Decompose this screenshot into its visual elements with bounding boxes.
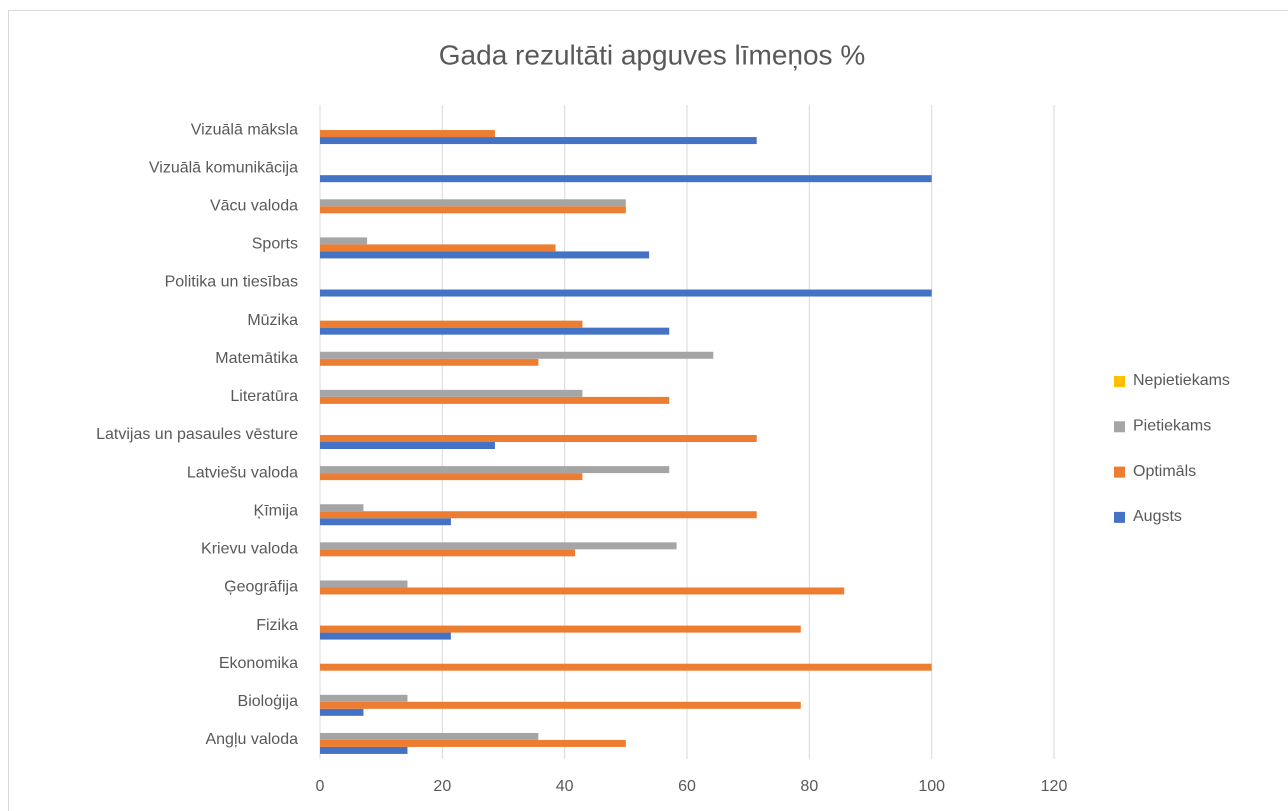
y-tick-label: Latviešu valoda (187, 464, 298, 481)
bar (320, 694, 408, 702)
bar (320, 289, 932, 297)
x-tick-label: 20 (433, 778, 451, 795)
x-tick-label: 120 (1041, 778, 1068, 795)
bar (320, 396, 670, 404)
bar (320, 435, 757, 442)
bar (320, 442, 495, 449)
y-tick-label: Vizuālā māksla (191, 121, 298, 138)
bar (320, 732, 539, 740)
bar (320, 549, 576, 557)
legend-swatch (1114, 466, 1125, 478)
bar (320, 511, 757, 519)
bar (320, 237, 368, 245)
bar (320, 518, 451, 526)
bar (320, 137, 757, 145)
legend-label: Optimāls (1133, 463, 1196, 480)
bar (320, 351, 714, 359)
bar (320, 632, 451, 640)
x-tick-label: 0 (316, 778, 325, 795)
legend-label: Augsts (1133, 508, 1182, 525)
bar (320, 175, 932, 183)
legend-swatch (1114, 511, 1125, 523)
bar (320, 746, 408, 754)
bar (320, 587, 845, 595)
y-tick-label: Bioloģija (238, 692, 299, 710)
bar (320, 701, 801, 709)
x-tick-label: 40 (556, 778, 574, 795)
y-tick-label: Vizuālā komunikācija (149, 159, 298, 176)
chart-title: Gada rezultāti apguves līmeņos % (439, 39, 865, 70)
bar (320, 663, 932, 671)
bar (320, 244, 556, 252)
y-tick-label: Ķīmija (254, 502, 299, 519)
bar (320, 466, 670, 474)
legend-swatch (1114, 421, 1125, 433)
bar (320, 358, 539, 366)
x-tick-label: 80 (800, 778, 818, 795)
legend-swatch (1114, 376, 1125, 387)
legend-label: Nepietiekams (1133, 372, 1230, 389)
y-tick-label: Matemātika (215, 350, 298, 367)
bar (320, 542, 677, 550)
y-tick-label: Literatūra (230, 388, 298, 405)
legend-label: Pietiekams (1133, 418, 1211, 435)
bar (320, 504, 364, 512)
bar (320, 473, 583, 481)
y-tick-label: Sports (252, 236, 298, 253)
y-tick-label: Angļu valoda (205, 731, 298, 748)
bar (320, 206, 626, 214)
bar (320, 130, 495, 138)
x-tick-label: 100 (918, 778, 945, 795)
bar (320, 739, 626, 747)
bar (320, 199, 626, 207)
y-tick-label: Ekonomika (219, 655, 298, 672)
bar (320, 625, 801, 633)
bar (320, 320, 583, 328)
y-tick-label: Mūzika (247, 312, 298, 329)
bar (320, 251, 650, 259)
y-tick-label: Ģeogrāfija (224, 579, 298, 596)
y-tick-label: Politika un tiesības (165, 274, 298, 291)
x-tick-label: 60 (678, 778, 696, 795)
bar (320, 389, 583, 397)
y-tick-label: Latvijas un pasaules vēsture (96, 426, 298, 443)
bar (320, 708, 364, 716)
bar (320, 327, 670, 335)
y-tick-label: Krievu valoda (201, 541, 298, 558)
y-tick-label: Fizika (256, 617, 298, 634)
bar (320, 580, 408, 588)
y-tick-label: Vācu valoda (210, 198, 298, 215)
